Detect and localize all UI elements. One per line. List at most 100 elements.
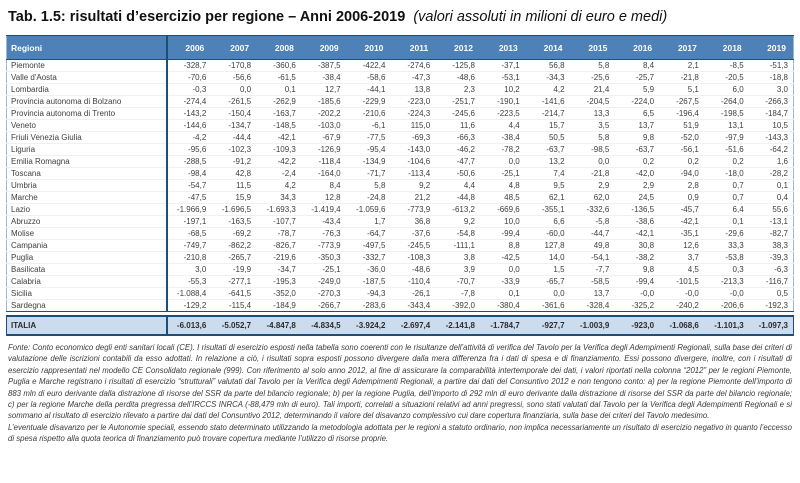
value-cell: -76,3	[300, 227, 346, 240]
value-cell: -94,3	[345, 287, 391, 300]
value-cell: -69,2	[211, 227, 257, 240]
value-cell: -0,3	[166, 83, 212, 96]
region-name-cell: Sicilia	[6, 287, 168, 300]
value-cell: -70,6	[166, 71, 212, 84]
value-cell: -143,2	[166, 107, 212, 120]
region-name-cell: Liguria	[6, 143, 168, 156]
value-cell: -38,2	[614, 251, 660, 264]
value-cell: 0,0	[479, 263, 525, 276]
region-name-cell: Provincia autonoma di Bolzano	[6, 95, 168, 108]
total-label-cell: ITALIA	[6, 315, 168, 336]
value-cell: -118,4	[300, 155, 346, 168]
value-cell: 0,4	[748, 191, 794, 204]
value-cell: 49,8	[569, 239, 615, 252]
value-cell: -164,0	[300, 167, 346, 180]
value-cell: 5,1	[659, 83, 704, 96]
value-cell: -267,5	[659, 95, 704, 108]
value-cell: -99,4	[614, 275, 660, 288]
total-value-cell: -1.068,6	[659, 315, 704, 336]
value-cell: -28,2	[748, 167, 794, 180]
table-title-note: (valori assoluti in milioni di euro e me…	[413, 9, 668, 25]
value-cell: -99,4	[479, 227, 525, 240]
value-cell: -78,7	[256, 227, 301, 240]
value-cell: 7,4	[524, 167, 570, 180]
value-cell: 13,1	[703, 119, 749, 132]
value-cell: 12,6	[659, 239, 704, 252]
value-cell: -332,7	[345, 251, 391, 264]
value-cell: -141,6	[524, 95, 570, 108]
value-cell: -170,8	[211, 59, 257, 72]
region-name-cell: Veneto	[6, 119, 168, 132]
column-header-year: 2006	[166, 35, 212, 60]
results-by-region-table: Regioni 2006 2007 2008 2009 2010 2011 2012 2013 2…	[6, 35, 794, 312]
value-cell: 6,5	[614, 107, 660, 120]
value-cell: -98,5	[569, 143, 615, 156]
value-cell: 0,1	[703, 215, 749, 228]
region-name-cell: Abruzzo	[6, 215, 168, 228]
value-cell: -224,3	[390, 107, 436, 120]
value-cell: -37,1	[479, 59, 525, 72]
value-cell: -64,7	[345, 227, 391, 240]
header-row: Regioni 2006 2007 2008 2009 2010 2011 2012 2013 2…	[6, 35, 794, 60]
value-cell: 0,0	[479, 155, 525, 168]
value-cell: 0,2	[659, 155, 704, 168]
value-cell: -107,7	[256, 215, 301, 228]
value-cell: -210,8	[166, 251, 212, 264]
value-cell: -104,6	[390, 155, 436, 168]
region-name-cell: Calabria	[6, 275, 168, 288]
value-cell: -47,7	[435, 155, 480, 168]
value-cell: 0,0	[211, 83, 257, 96]
value-cell: -187,5	[345, 275, 391, 288]
value-cell: 13,3	[569, 107, 615, 120]
value-cell: 4,2	[256, 179, 301, 192]
total-value-cell: -4.847,8	[256, 315, 301, 336]
value-cell: -150,4	[211, 107, 257, 120]
value-cell: 33,3	[703, 239, 749, 252]
value-cell: -134,9	[345, 155, 391, 168]
value-cell: 15,9	[211, 191, 257, 204]
value-cell: 10,0	[479, 215, 525, 228]
value-cell: 5,8	[569, 131, 615, 144]
value-cell: 11,6	[435, 119, 480, 132]
value-cell: 4,4	[435, 179, 480, 192]
table-row: Valle d'Aosta -70,6 -56,6 -61,5 -38,4 -58,6 -4…	[6, 71, 794, 84]
table-row: Umbria -54,7 11,5 4,2 8,4 5,8 9,2 4,4 4,8 9,5 2,9 2…	[6, 179, 794, 192]
value-cell: -204,5	[569, 95, 615, 108]
value-cell: -33,9	[479, 275, 525, 288]
value-cell: -387,5	[300, 59, 346, 72]
value-cell: -0,0	[614, 287, 660, 300]
value-cell: -192,3	[748, 299, 794, 312]
value-cell: 42,8	[211, 167, 257, 180]
total-value-cell: -1.784,7	[479, 315, 525, 336]
value-cell: -42,1	[614, 227, 660, 240]
value-cell: -210,6	[345, 107, 391, 120]
table-row: Abruzzo -197,1 -163,5 -107,7 -43,4 1,7 36,8 9,2…	[6, 215, 794, 228]
value-cell: -26,1	[390, 287, 436, 300]
value-cell: -277,1	[211, 275, 257, 288]
value-cell: -103,0	[300, 119, 346, 132]
value-cell: -115,4	[211, 299, 257, 312]
value-cell: -91,2	[211, 155, 257, 168]
value-cell: 51,9	[659, 119, 704, 132]
value-cell: 9,5	[524, 179, 570, 192]
value-cell: -214,7	[524, 107, 570, 120]
value-cell: -229,9	[345, 95, 391, 108]
value-cell: -283,6	[345, 299, 391, 312]
value-cell: -66,3	[435, 131, 480, 144]
value-cell: -34,7	[256, 263, 301, 276]
value-cell: -25,7	[614, 71, 660, 84]
value-cell: -392,0	[435, 299, 480, 312]
region-name-cell: Piemonte	[6, 59, 168, 72]
value-cell: -52,0	[659, 131, 704, 144]
value-cell: 0,1	[748, 179, 794, 192]
region-name-cell: Toscana	[6, 167, 168, 180]
value-cell: -380,4	[479, 299, 525, 312]
value-cell: -65,7	[524, 275, 570, 288]
value-cell: -641,5	[211, 287, 257, 300]
value-cell: 8,4	[300, 179, 346, 192]
value-cell: 3,8	[435, 251, 480, 264]
value-cell: -265,7	[211, 251, 257, 264]
value-cell: -98,4	[166, 167, 212, 180]
value-cell: 3,0	[166, 263, 212, 276]
value-cell: -25,1	[479, 167, 525, 180]
